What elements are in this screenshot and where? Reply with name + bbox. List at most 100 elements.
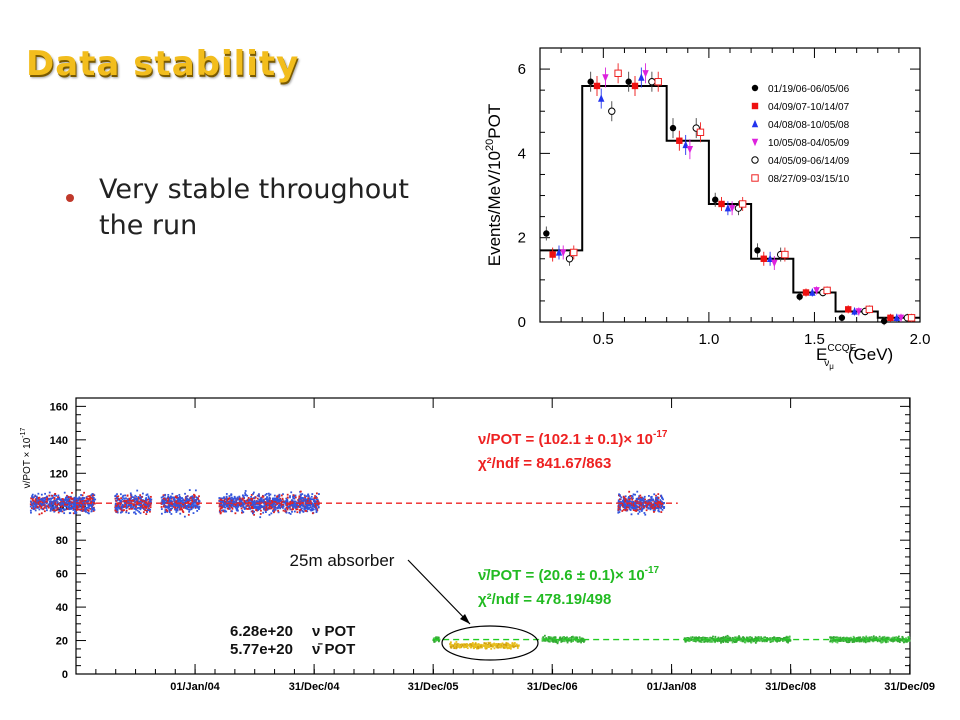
data-point [167, 507, 170, 509]
data-point [265, 503, 267, 506]
data-point [187, 504, 190, 507]
data-point [300, 503, 303, 506]
data-point [552, 638, 554, 641]
data-point [759, 639, 762, 642]
data-point [172, 496, 174, 499]
data-point [438, 638, 441, 641]
data-point [43, 506, 46, 509]
data-point [289, 504, 292, 507]
data-point [307, 504, 310, 507]
data-point [219, 511, 222, 514]
data-point [268, 494, 271, 497]
data-point [569, 637, 572, 640]
data-point [59, 498, 62, 501]
data-point [858, 640, 861, 643]
data-point [313, 498, 315, 501]
data-point [632, 493, 635, 496]
data-point [69, 495, 72, 498]
data-point [142, 506, 145, 509]
data-point [485, 647, 488, 650]
data-point [564, 636, 567, 639]
data-point [261, 500, 264, 503]
data-point [644, 501, 647, 503]
data-point [306, 504, 308, 507]
data-point [64, 503, 66, 506]
data-point [259, 497, 262, 500]
fit-lines [76, 502, 910, 641]
data-point [179, 501, 182, 504]
data-point [55, 498, 58, 501]
data-point [697, 636, 700, 639]
bullet-text: Very stable throughout the run [99, 174, 409, 241]
data-point [620, 501, 623, 503]
y-tick-label: 0 [518, 314, 526, 331]
data-point [693, 636, 696, 639]
data-point [43, 500, 46, 503]
data-point [583, 639, 586, 642]
data-point [711, 638, 714, 641]
data-point [121, 498, 124, 501]
data-point [474, 645, 476, 648]
data-point [161, 500, 164, 503]
data-point [642, 70, 649, 78]
data-point [82, 506, 85, 509]
data-point [290, 491, 293, 494]
data-point [624, 499, 627, 502]
data-point [228, 504, 231, 507]
data-point [223, 510, 226, 513]
data-point [270, 512, 273, 515]
data-point [813, 287, 820, 295]
data-point [853, 640, 856, 643]
data-point [223, 496, 225, 499]
data-point [36, 503, 39, 505]
data-point [145, 513, 148, 516]
data-point [262, 511, 265, 514]
data-point [234, 512, 237, 515]
data-point [764, 636, 767, 639]
data-point [750, 638, 753, 641]
data-point [187, 501, 189, 503]
data-point [308, 507, 311, 510]
data-point [720, 638, 723, 641]
x-tick-label: 1.5 [804, 331, 825, 348]
data-point [225, 498, 227, 501]
data-point [63, 509, 66, 512]
data-point [269, 493, 272, 496]
data-point [198, 495, 200, 498]
data-point [317, 506, 320, 509]
data-point [618, 511, 621, 513]
nubar-pot-value: 5.77e+20 [230, 641, 293, 658]
x-tick-label: 31/Dec/08 [765, 681, 816, 693]
data-point [260, 497, 263, 500]
data-point [63, 512, 66, 515]
data-point [631, 82, 639, 90]
data-point [907, 314, 916, 322]
data-point [37, 503, 40, 506]
data-point [273, 494, 276, 497]
data-point [566, 637, 569, 640]
data-point [87, 500, 89, 502]
data-point [464, 643, 467, 646]
data-point [168, 506, 171, 508]
data-point [184, 500, 187, 502]
data-point [661, 508, 664, 511]
data-point [55, 506, 58, 509]
data-point [239, 503, 242, 505]
data-point [700, 637, 703, 639]
data-point [31, 495, 33, 498]
data-point [264, 497, 267, 500]
data-point [304, 498, 307, 501]
data-point [293, 495, 296, 498]
data-point [127, 505, 130, 508]
x-axis-label: ECCQE νμ(GeV) [816, 343, 893, 371]
data-point [286, 499, 288, 501]
data-point [54, 503, 57, 505]
data-point [649, 508, 652, 511]
data-point [660, 505, 663, 508]
y-axis-label-sup: 20 [484, 139, 496, 151]
data-point [190, 495, 193, 498]
data-point [887, 314, 894, 321]
data-point [254, 506, 256, 509]
data-point [162, 495, 164, 498]
data-point [593, 82, 601, 90]
